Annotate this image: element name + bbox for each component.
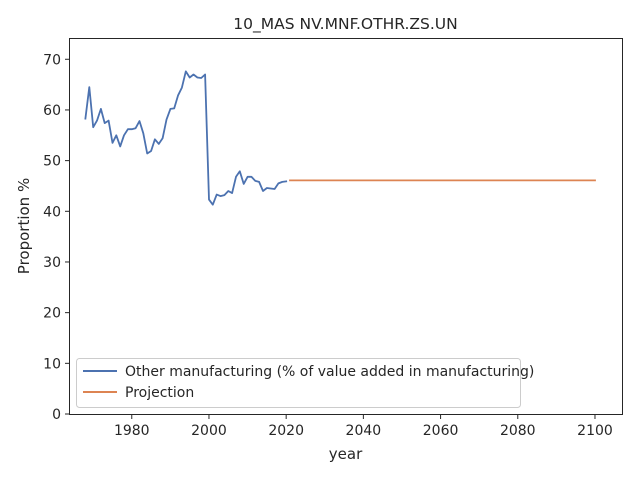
x-tick-label: 2040 xyxy=(346,423,382,439)
y-tick-label: 10 xyxy=(43,356,61,372)
y-tick-label: 20 xyxy=(43,306,61,322)
x-tick-label: 2000 xyxy=(191,423,227,439)
series-line-0 xyxy=(84,70,288,206)
plot-area xyxy=(84,70,596,206)
y-tick-label: 70 xyxy=(43,52,61,68)
y-axis-label: Proportion % xyxy=(15,178,33,274)
legend-label-series-0: Other manufacturing (% of value added in… xyxy=(125,364,534,380)
y-tick-label: 50 xyxy=(43,154,61,170)
x-tick-label: 2100 xyxy=(577,423,613,439)
x-tick-label: 2020 xyxy=(268,423,304,439)
y-tick-label: 0 xyxy=(52,407,61,423)
x-axis-label: year xyxy=(329,445,363,463)
x-tick-label: 2060 xyxy=(423,423,459,439)
legend-box xyxy=(76,358,521,408)
y-tick-label: 30 xyxy=(43,255,61,271)
y-tick-label: 60 xyxy=(43,103,61,119)
legend-label-series-1: Projection xyxy=(125,385,194,401)
y-tick-label: 40 xyxy=(43,204,61,220)
plot-frame xyxy=(69,38,623,415)
x-tick-label: 1980 xyxy=(114,423,150,439)
chart-title: 10_MAS NV.MNF.OTHR.ZS.UN xyxy=(233,15,457,34)
x-tick-label: 2080 xyxy=(500,423,536,439)
legend: Other manufacturing (% of value added in… xyxy=(76,358,534,408)
y-axis: 0 10 20 30 40 50 60 70 xyxy=(43,52,70,423)
x-axis: 1980 2000 2020 2040 2060 2080 2100 xyxy=(114,414,613,439)
